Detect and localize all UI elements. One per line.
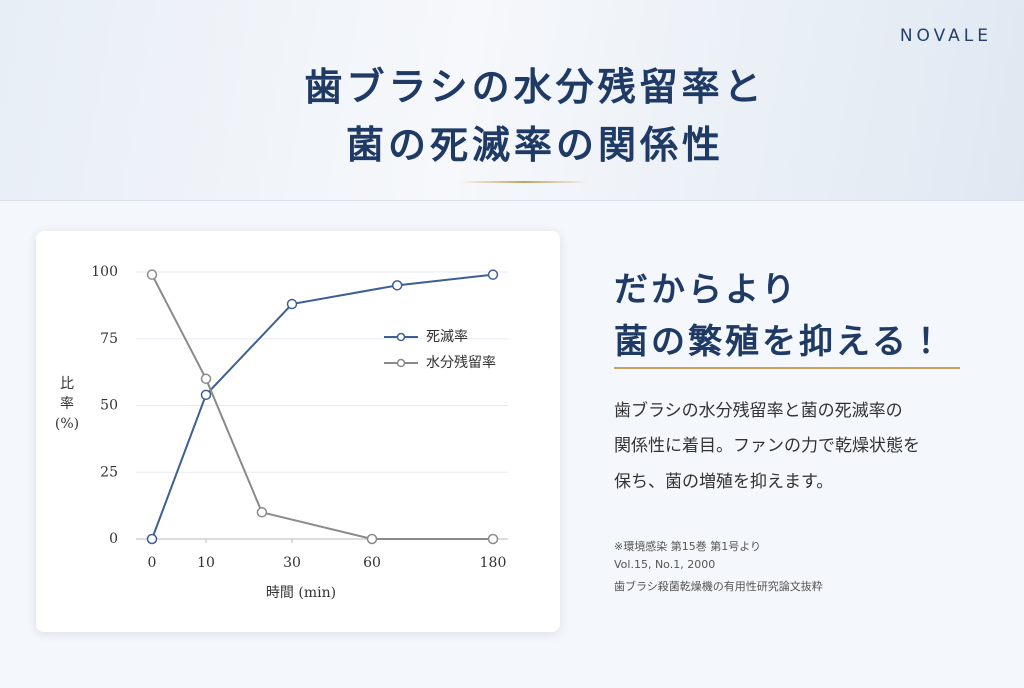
x-tick-label: 180 (480, 555, 507, 571)
legend-label: 水分残留率 (426, 355, 496, 371)
y-tick-label: 75 (100, 331, 118, 347)
series-line (151, 273, 494, 540)
y-axis-label: 比 (60, 376, 74, 392)
legend-marker (396, 332, 406, 342)
heading: 菌の繁殖を抑える！ (614, 322, 946, 362)
data-point (146, 533, 158, 545)
data-point (391, 280, 403, 291)
x-tick-label: 60 (363, 555, 381, 571)
x-tick-label: 0 (148, 555, 157, 571)
chart-card: 0 25 50 75 100 0 10 30 60 180 時間 (min) 比率 (%) 死滅率水分残留… (36, 231, 560, 632)
citation: Vol.15, No.1, 2000 (614, 558, 716, 571)
x-axis-label: 時間 (min) (266, 585, 336, 601)
x-tick-label: 30 (283, 555, 301, 571)
y-tick-label: 25 (100, 464, 118, 480)
chart: 0 25 50 75 100 0 10 30 60 180 時間 (min) 比率 (%) 死滅率水分残留… (55, 264, 508, 601)
title: 菌の死滅率の関係性 (345, 122, 724, 167)
y-axis-label: 率 (60, 396, 74, 412)
legend-marker (396, 358, 406, 368)
brand: NOVALE (899, 26, 992, 46)
body-text: 歯ブラシの水分残留率と菌の死滅率の (614, 401, 903, 421)
title: 歯ブラシの水分残留率と (304, 64, 766, 109)
series-line (151, 274, 493, 540)
citation: 歯ブラシ殺菌乾燥機の有用性研究論文抜粋 (614, 580, 823, 593)
data-point (200, 373, 212, 385)
citation: ※環境感染 第15巻 第1号より (614, 540, 761, 553)
data-point (487, 533, 499, 545)
data-point (286, 298, 298, 310)
y-tick-label: 50 (100, 398, 118, 414)
body-text: 保ち、菌の増殖を抑えます。 (614, 472, 834, 492)
data-point (146, 269, 158, 280)
data-point (256, 507, 268, 518)
x-tick-label: 10 (197, 555, 215, 571)
ornament (460, 181, 588, 183)
y-tick-label: 0 (109, 531, 118, 547)
data-point (487, 269, 499, 280)
y-tick-label: 100 (91, 264, 118, 280)
data-point (200, 389, 212, 401)
heading: だからより (614, 270, 799, 310)
underline (614, 367, 960, 369)
body-text: 関係性に着目。ファンの力で乾燥状態を (614, 436, 920, 456)
y-axis-label: (%) (55, 416, 79, 432)
legend-label: 死滅率 (426, 329, 468, 345)
data-point (366, 533, 378, 545)
header: NOVALE 歯ブラシの水分残留率と 菌の死滅率の関係性 (0, 0, 1024, 201)
